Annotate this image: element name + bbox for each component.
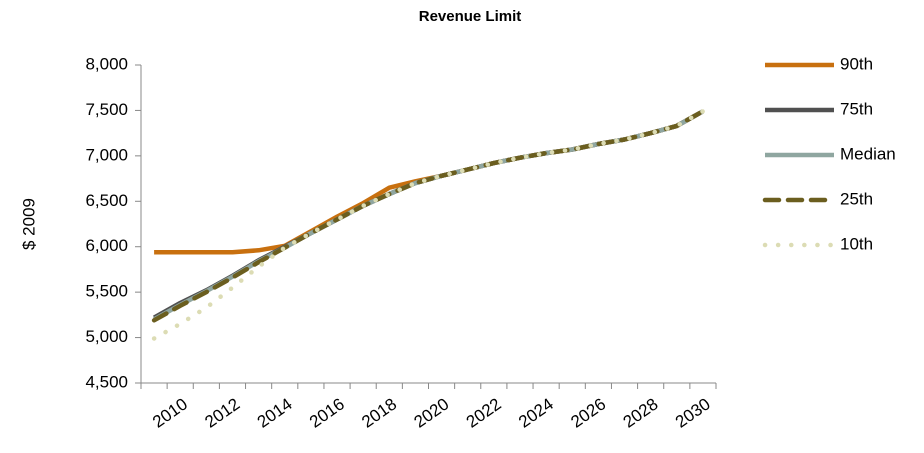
legend-label: 10th [840, 234, 873, 253]
chart-title: Revenue Limit [419, 8, 522, 25]
x-tick-label: 2012 [201, 394, 243, 431]
y-tick-label: 5,000 [85, 327, 128, 346]
y-axis-label: $ 2009 [19, 198, 38, 250]
x-tick-label: 2028 [620, 394, 662, 431]
x-tick-label: 2016 [306, 394, 348, 431]
x-tick-label: 2018 [358, 394, 400, 431]
series-line [151, 109, 706, 341]
x-tick-label: 2022 [463, 394, 505, 431]
y-tick-label: 6,500 [85, 191, 128, 210]
y-tick-label: 5,500 [85, 282, 128, 301]
series-line [153, 109, 704, 322]
y-tick-label: 7,500 [85, 100, 128, 119]
x-tick-label: 2030 [672, 394, 714, 431]
legend-label: 75th [840, 99, 873, 118]
legend-label: Median [840, 144, 896, 163]
x-tick-label: 2010 [149, 394, 191, 431]
x-tick-label: 2026 [567, 394, 609, 431]
series-line [151, 109, 706, 323]
x-tick-label: 2014 [254, 394, 296, 431]
x-tick-label: 2020 [411, 394, 453, 431]
y-tick-label: 8,000 [85, 54, 128, 73]
y-tick-label: 6,000 [85, 236, 128, 255]
x-tick-label: 2024 [515, 394, 557, 431]
legend-label: 90th [840, 54, 873, 73]
y-tick-label: 7,000 [85, 145, 128, 164]
y-tick-label: 4,500 [85, 372, 128, 391]
legend-label: 25th [840, 189, 873, 208]
